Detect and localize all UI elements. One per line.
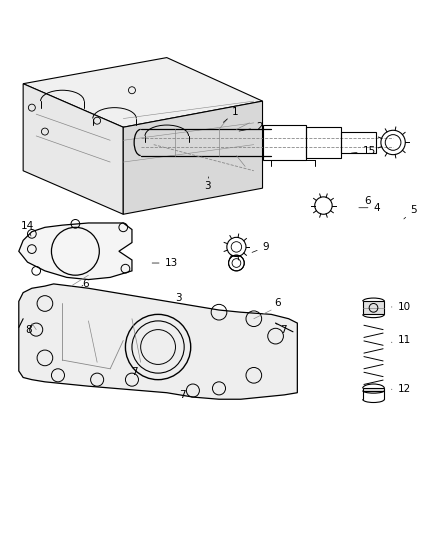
Polygon shape [363, 301, 385, 314]
Text: 15: 15 [351, 146, 376, 156]
Polygon shape [23, 58, 262, 127]
Polygon shape [363, 389, 385, 391]
Text: 6: 6 [275, 298, 281, 309]
Text: 2: 2 [239, 122, 263, 132]
Text: 9: 9 [252, 242, 269, 253]
Text: 3: 3 [176, 293, 182, 303]
Text: 10: 10 [392, 302, 410, 312]
Text: 12: 12 [392, 384, 411, 394]
Text: 14: 14 [21, 221, 34, 236]
Text: 7: 7 [179, 390, 185, 400]
Text: 6: 6 [364, 196, 371, 206]
Polygon shape [19, 284, 297, 399]
Text: 6: 6 [82, 279, 88, 289]
Polygon shape [123, 101, 262, 214]
Text: 4: 4 [359, 203, 380, 213]
Text: 8: 8 [25, 325, 32, 335]
Polygon shape [23, 84, 123, 214]
Text: 7: 7 [131, 367, 138, 377]
Text: 3: 3 [204, 177, 210, 191]
Text: 5: 5 [404, 205, 417, 219]
Text: 11: 11 [392, 335, 411, 345]
Text: 13: 13 [152, 258, 178, 268]
Text: 1: 1 [223, 107, 239, 123]
Polygon shape [19, 223, 132, 279]
Text: 7: 7 [276, 323, 286, 335]
